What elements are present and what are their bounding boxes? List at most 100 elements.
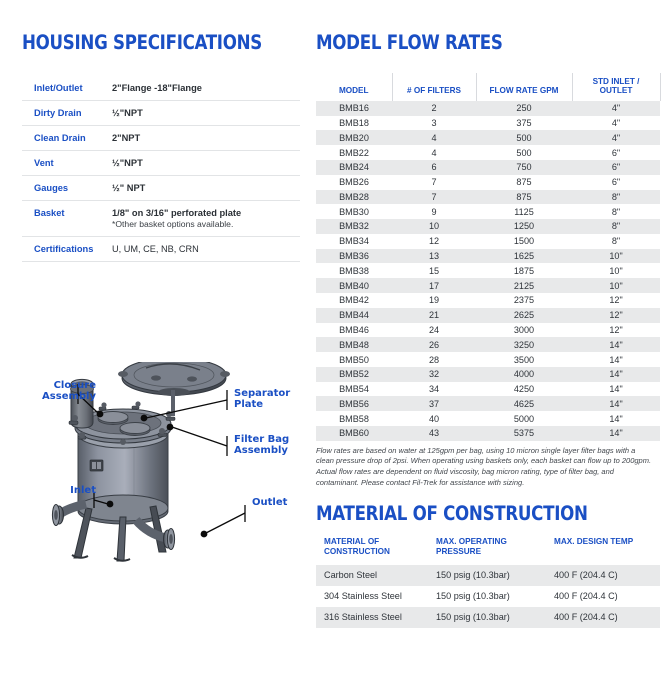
- table-cell: 500: [516, 147, 532, 158]
- table-cell: 7: [431, 191, 437, 202]
- housing-specifications-section: HOUSING SPECIFICATIONS Inlet/Outlet 2"Fla…: [22, 33, 300, 262]
- material-header-row: MATERIAL OF CONSTRUCTION MAX. OPERATING PRE…: [316, 537, 660, 565]
- table-cell: 1500: [513, 236, 535, 247]
- table-row: BMB60 43 5375 14": [316, 426, 660, 441]
- table-cell: 400 F (204.4 C): [554, 570, 618, 581]
- table-cell: 4": [611, 118, 621, 129]
- spec-value-text: U, UM, CE, NB, CRN: [112, 243, 199, 254]
- table-cell: 750: [516, 162, 532, 173]
- material-table: MATERIAL OF CONSTRUCTION MAX. OPERATING PRE…: [316, 537, 660, 628]
- table-cell: 17: [428, 280, 440, 291]
- table-cell: 28: [428, 354, 440, 365]
- table-cell: 4625: [513, 398, 535, 409]
- table-cell: 37: [428, 398, 440, 409]
- table-cell: 5375: [513, 428, 535, 439]
- table-row: BMB30 9 1125 8": [316, 204, 660, 219]
- table-cell: 19: [428, 295, 440, 306]
- table-cell: 8": [611, 191, 621, 202]
- spec-value: 2"Flange -18"Flange: [106, 76, 300, 101]
- table-cell: BMB38: [339, 265, 369, 276]
- table-cell: 875: [516, 191, 532, 202]
- table-cell: 14": [609, 384, 623, 395]
- table-row: BMB52 32 4000 14": [316, 366, 660, 382]
- spec-value-text: ½"NPT: [112, 157, 143, 168]
- table-cell: 4": [611, 132, 621, 143]
- table-row: BMB34 12 1500 8": [316, 234, 660, 249]
- table-cell: BMB58: [339, 413, 369, 424]
- table-cell: BMB52: [339, 369, 369, 380]
- table-cell: 250: [516, 103, 532, 114]
- flow-header-row: MODEL # OF FILTERS FLOW RATE GPM STD INLET …: [316, 72, 661, 101]
- table-cell: 12": [609, 324, 623, 335]
- table-cell: 3: [431, 118, 437, 129]
- spec-value-text: 1/8" on 3/16" perforated plate: [112, 207, 242, 218]
- flow-table-head: MODEL # OF FILTERS FLOW RATE GPM STD INLET …: [316, 72, 661, 101]
- table-row: BMB36 13 1625 10": [316, 248, 660, 264]
- table-cell: 14": [609, 398, 623, 409]
- material-of-construction-section: MATERIAL OF CONSTRUCTION MATERIAL OF CONS…: [316, 504, 660, 628]
- table-cell: 10: [428, 221, 440, 232]
- column-header: FLOW RATE GPM: [476, 72, 573, 101]
- table-cell: BMB18: [339, 118, 369, 129]
- table-cell: 6": [611, 162, 621, 173]
- table-cell: 32: [428, 369, 440, 380]
- spec-value: 1/8" on 3/16" perforated plate *Other bas…: [106, 200, 300, 236]
- table-cell: 2: [431, 103, 437, 114]
- table-cell: 2375: [513, 295, 535, 306]
- table-row: BMB40 17 2125 10": [316, 278, 660, 293]
- outlet-nozzle: [132, 516, 176, 550]
- spec-label: Vent: [34, 157, 54, 168]
- table-cell: 14": [609, 428, 623, 439]
- spec-value: 2"NPT: [106, 125, 300, 150]
- table-cell: BMB40: [339, 280, 369, 291]
- spec-label: Clean Drain: [34, 132, 86, 143]
- spec-row: Vent ½"NPT: [22, 150, 300, 175]
- table-cell: BMB30: [339, 206, 369, 217]
- table-cell: 3500: [513, 354, 535, 365]
- table-cell: 12": [609, 310, 623, 321]
- spec-row: Gauges ½" NPT: [22, 175, 300, 200]
- callout-separator-plate: Separator Plate: [234, 388, 291, 411]
- table-cell: BMB34: [339, 236, 369, 247]
- spec-value: ½"NPT: [106, 150, 300, 175]
- column-header: MAX. DESIGN TEMP: [554, 536, 634, 546]
- table-cell: BMB50: [339, 354, 369, 365]
- model-flow-rates-title: MODEL FLOW RATES: [316, 31, 503, 54]
- spec-value: ½" NPT: [106, 175, 300, 200]
- callout-inlet: Inlet: [70, 485, 96, 496]
- column-header: STD INLET / OUTLET: [572, 72, 661, 101]
- table-row: BMB54 34 4250 14": [316, 382, 660, 397]
- table-cell: 6: [431, 162, 437, 173]
- table-cell: BMB20: [339, 132, 369, 143]
- table-cell: BMB36: [339, 251, 369, 262]
- housing-illustration: [51, 362, 246, 562]
- table-cell: 9: [431, 206, 437, 217]
- table-cell: 3250: [513, 339, 535, 350]
- table-cell: 5000: [513, 413, 535, 424]
- table-cell: 875: [516, 177, 532, 188]
- spec-value-note: *Other basket options available.: [112, 218, 234, 229]
- table-cell: 2125: [513, 280, 535, 291]
- material-table-head: MATERIAL OF CONSTRUCTION MAX. OPERATING PRE…: [316, 537, 660, 565]
- column-header: MAX. OPERATING PRESSURE: [436, 536, 507, 556]
- table-cell: Carbon Steel: [324, 570, 378, 581]
- spec-value-text: ½"NPT: [112, 107, 143, 118]
- table-row: BMB44 21 2625 12": [316, 307, 660, 323]
- table-cell: 1250: [513, 221, 535, 232]
- table-cell: 14": [609, 354, 623, 365]
- table-cell: 8": [611, 236, 621, 247]
- table-cell: 14": [609, 369, 623, 380]
- table-row: BMB42 19 2375 12": [316, 293, 660, 308]
- callout-dots: [96, 410, 208, 538]
- table-cell: 2625: [513, 310, 535, 321]
- table-row: BMB46 24 3000 12": [316, 323, 660, 338]
- spec-value-text: ½" NPT: [112, 182, 146, 193]
- table-row: BMB38 15 1875 10": [316, 263, 660, 278]
- table-row: BMB16 2 250 4": [316, 100, 660, 116]
- table-cell: 1625: [513, 251, 535, 262]
- spec-value-text: 2"Flange -18"Flange: [112, 82, 202, 93]
- table-cell: 4: [431, 132, 437, 143]
- table-row: Carbon Steel 150 psig (10.3bar) 400 F (204…: [316, 564, 660, 586]
- model-flow-rates-section: MODEL FLOW RATES MODEL # OF FILTERS FLOW R…: [316, 31, 661, 628]
- table-cell: 400 F (204.4 C): [554, 612, 618, 623]
